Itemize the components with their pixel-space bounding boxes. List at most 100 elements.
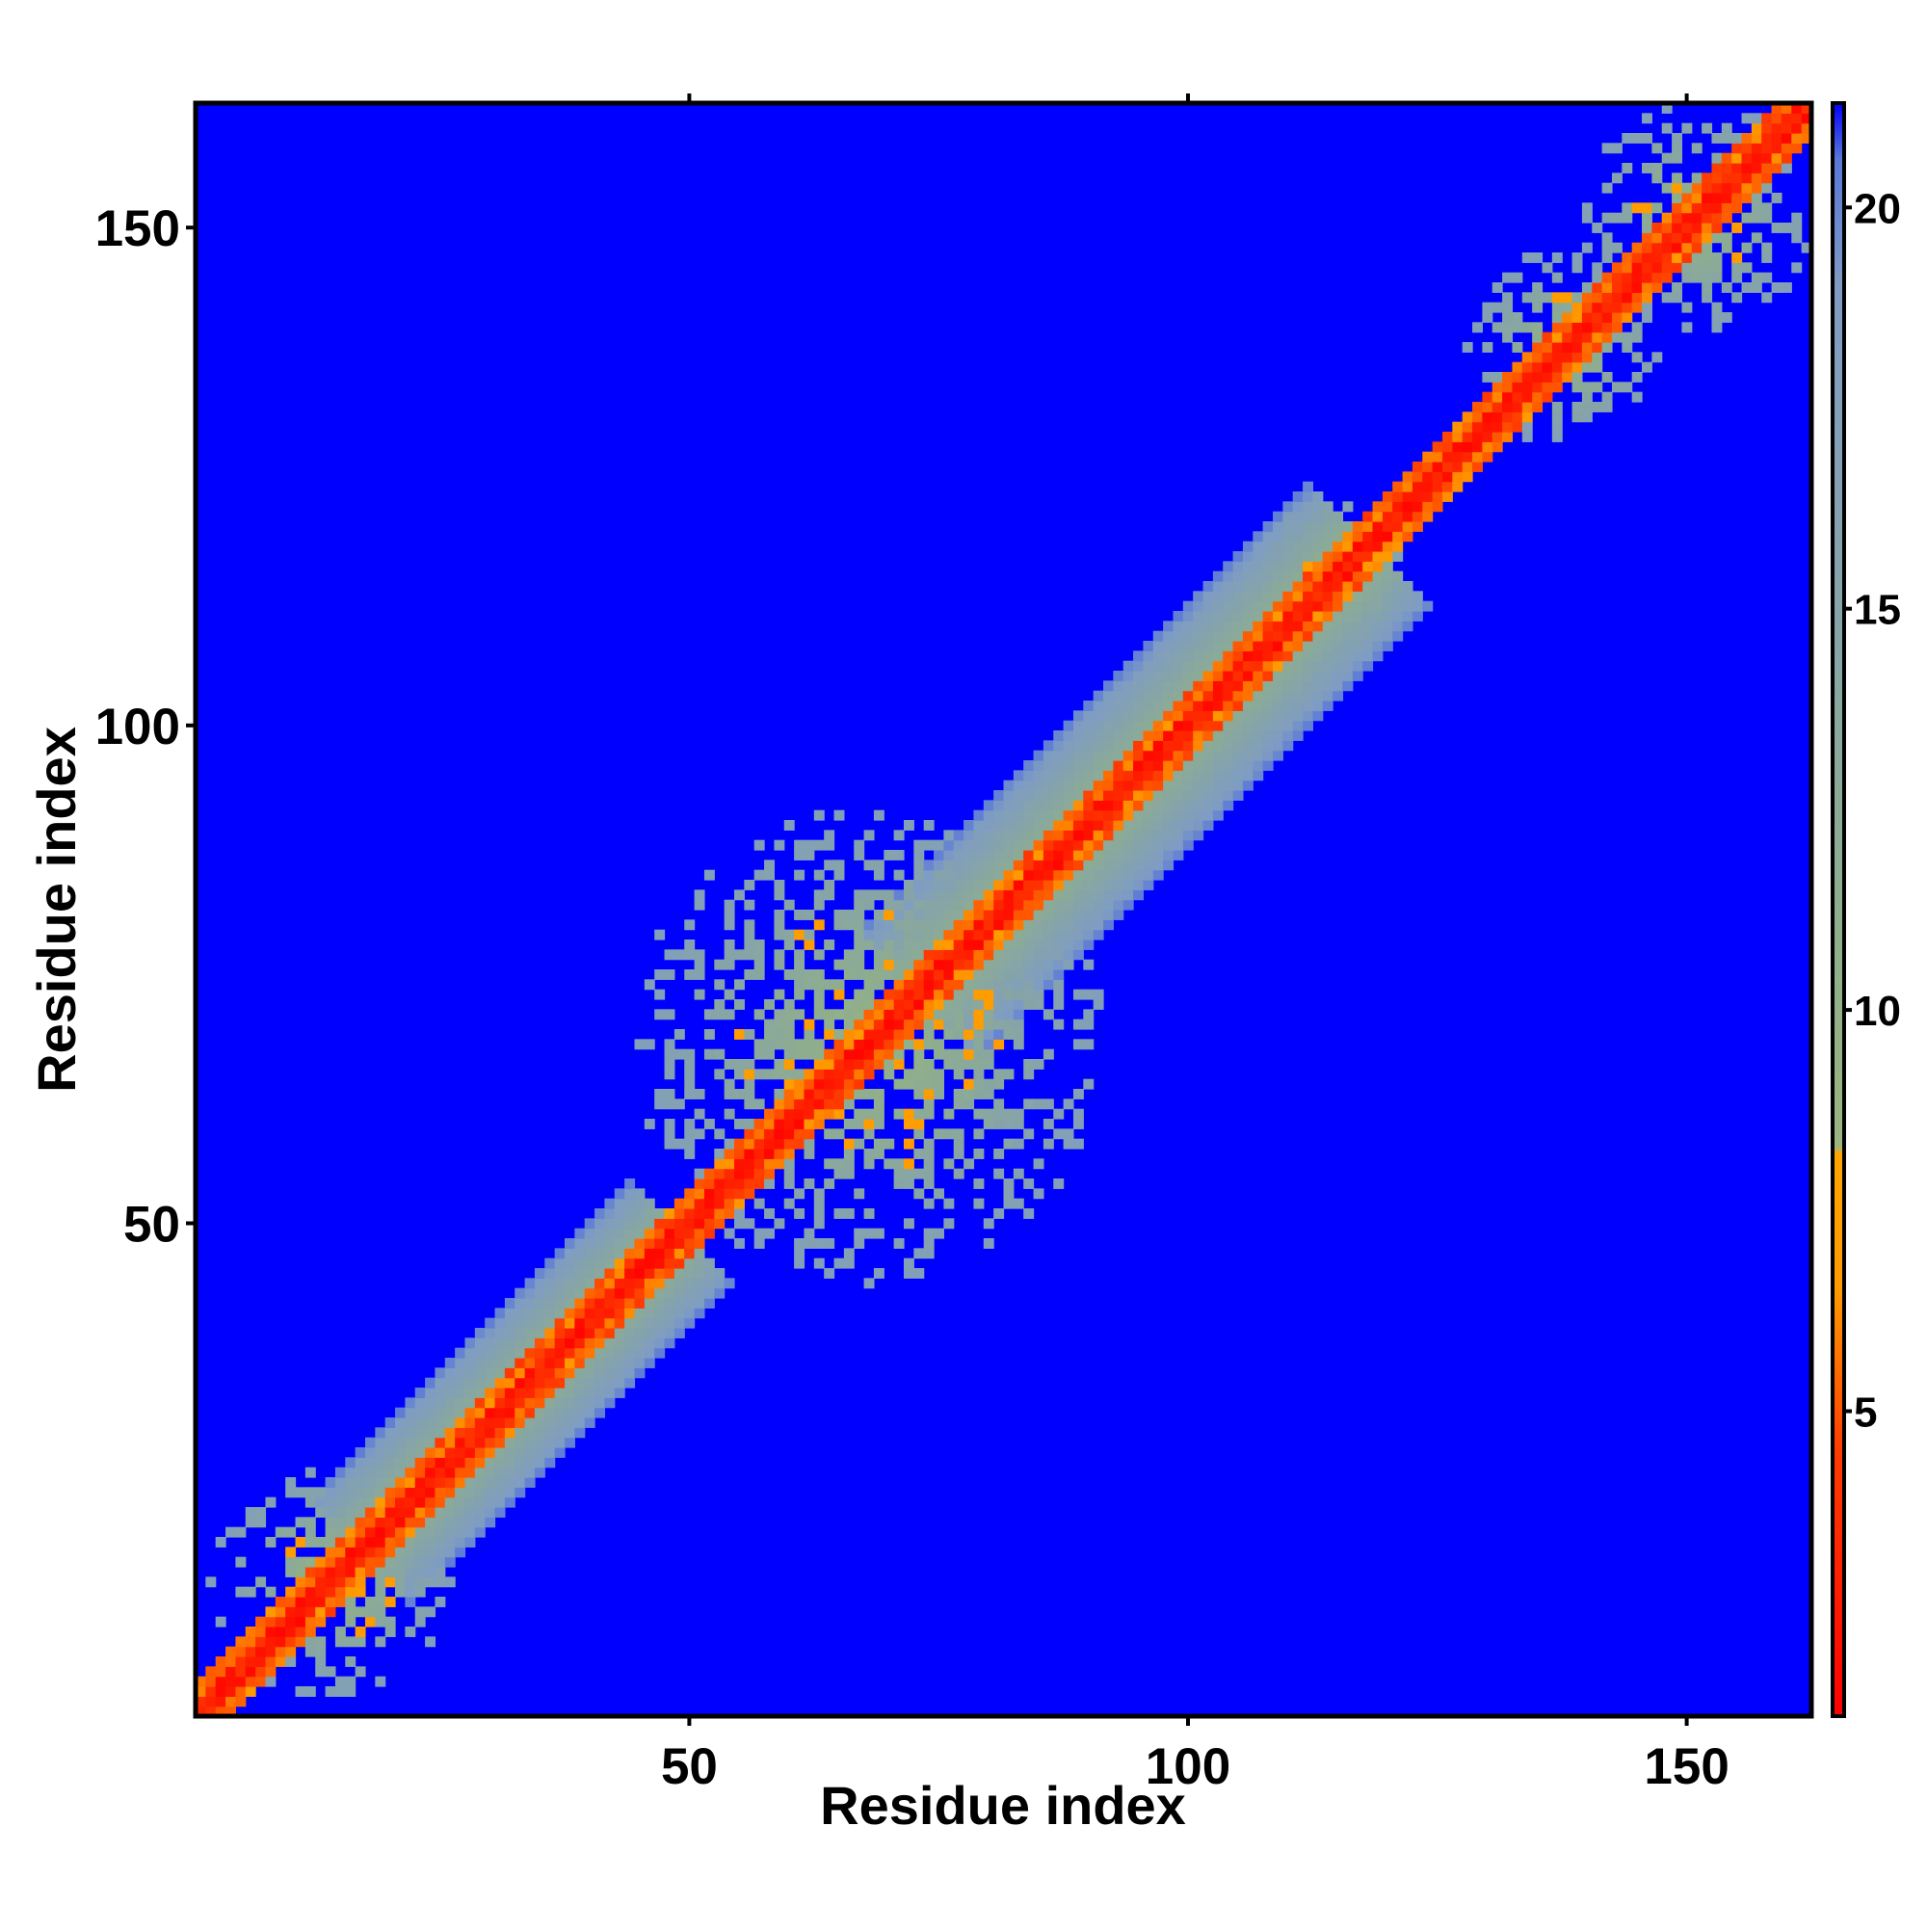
- heatmap-cell: [953, 940, 964, 950]
- heatmap-cell: [524, 1337, 536, 1349]
- heatmap-cell: [554, 1377, 566, 1389]
- heatmap-cell: [873, 860, 884, 871]
- heatmap-cell: [1462, 451, 1473, 463]
- heatmap-cell: [1163, 750, 1175, 761]
- heatmap-cell: [1253, 690, 1264, 701]
- heatmap-cell: [1521, 292, 1533, 304]
- heatmap-cell: [345, 1487, 356, 1498]
- heatmap-cell: [345, 1597, 356, 1607]
- heatmap-cell: [255, 1666, 267, 1678]
- heatmap-cell: [515, 1447, 526, 1458]
- heatmap-cell: [934, 1019, 944, 1030]
- heatmap-cell: [334, 1507, 346, 1518]
- heatmap-cell: [1462, 411, 1473, 423]
- heatmap-cell: [1303, 690, 1314, 701]
- heatmap-cell: [863, 889, 875, 901]
- heatmap-cell: [664, 969, 675, 980]
- heatmap-cell: [614, 1308, 625, 1319]
- heatmap-cell: [664, 1238, 675, 1249]
- heatmap-cell: [1282, 701, 1294, 711]
- heatmap-cell: [884, 1158, 895, 1170]
- heatmap-cell: [1462, 471, 1473, 483]
- heatmap-cell: [584, 1238, 595, 1249]
- heatmap-cell: [1103, 780, 1114, 791]
- heatmap-cell: [913, 1069, 925, 1080]
- heatmap-cell: [664, 1138, 675, 1150]
- heatmap-cell: [255, 1507, 267, 1518]
- heatmap-cell: [1253, 671, 1264, 681]
- heatmap-cell: [1202, 710, 1214, 722]
- heatmap-cell: [1053, 839, 1065, 851]
- heatmap-cell: [1262, 591, 1274, 602]
- heatmap-cell: [485, 1496, 496, 1508]
- heatmap-cell: [1083, 701, 1095, 711]
- heatmap-cell: [964, 820, 975, 831]
- heatmap-cell: [993, 969, 1005, 980]
- heatmap-cell: [873, 999, 884, 1010]
- heatmap-cell: [574, 1317, 586, 1329]
- heatmap-cell: [1083, 809, 1095, 821]
- heatmap-cell: [1262, 570, 1274, 582]
- heatmap-cell: [903, 949, 914, 961]
- heatmap-cell: [1292, 521, 1304, 532]
- heatmap-cell: [1581, 361, 1593, 373]
- heatmap-cell: [703, 1257, 715, 1269]
- heatmap-cell: [1033, 830, 1044, 841]
- heatmap-cell: [824, 1029, 835, 1040]
- heatmap-cell: [1223, 780, 1234, 791]
- heatmap-cell: [1611, 382, 1623, 393]
- heatmap-cell: [964, 919, 975, 931]
- heatmap-cell: [425, 1556, 436, 1568]
- heatmap-cell: [1113, 780, 1124, 791]
- heatmap-cell: [804, 1019, 815, 1030]
- heatmap-cell: [833, 860, 845, 871]
- heatmap-cell: [1122, 860, 1134, 871]
- heatmap-cell: [1033, 780, 1044, 791]
- heatmap-cell: [1093, 929, 1104, 940]
- heatmap-cell: [774, 1138, 785, 1150]
- heatmap-cell: [565, 1308, 575, 1319]
- heatmap-cell: [1521, 421, 1533, 433]
- heatmap-cell: [604, 1228, 616, 1239]
- heatmap-cell: [993, 1009, 1005, 1020]
- heatmap-cell: [913, 969, 925, 980]
- heatmap-cell: [1702, 223, 1713, 233]
- heatmap-cell: [734, 1168, 745, 1179]
- heatmap-cell: [1372, 621, 1384, 632]
- heatmap-cell: [1631, 133, 1643, 144]
- heatmap-cell: [1063, 949, 1074, 961]
- heatmap-cell: [1611, 282, 1623, 293]
- heatmap-cell: [1053, 800, 1065, 811]
- heatmap-cell: [364, 1537, 376, 1548]
- heatmap-cell: [1242, 680, 1254, 692]
- heatmap-cell: [1512, 372, 1523, 383]
- heatmap-cell: [1303, 491, 1314, 502]
- heatmap-cell: [1182, 820, 1194, 831]
- heatmap-cell: [534, 1298, 545, 1309]
- heatmap-cell: [1152, 730, 1164, 741]
- heatmap-cell: [1163, 730, 1175, 741]
- heatmap-cell: [934, 899, 944, 911]
- heatmap-cell: [913, 1119, 925, 1129]
- heatmap-cell: [854, 1089, 865, 1099]
- heatmap-cell: [1611, 272, 1623, 283]
- heatmap-cell: [1053, 1019, 1065, 1030]
- heatmap-cell: [724, 959, 735, 970]
- heatmap-cell: [953, 989, 964, 1000]
- heatmap-cell: [285, 1567, 297, 1577]
- heatmap-cell: [964, 1009, 975, 1020]
- heatmap-cell: [1083, 839, 1095, 851]
- heatmap-cell: [1322, 600, 1333, 612]
- heatmap-cell: [1013, 820, 1024, 831]
- heatmap-cell: [334, 1556, 346, 1568]
- heatmap-cell: [1402, 521, 1413, 532]
- heatmap-cell: [1193, 800, 1204, 811]
- heatmap-cell: [1581, 331, 1593, 343]
- heatmap-cell: [604, 1388, 616, 1398]
- heatmap-cell: [1093, 710, 1104, 722]
- heatmap-cell: [973, 1128, 985, 1140]
- heatmap-cell: [1033, 999, 1044, 1010]
- heatmap-cell: [923, 820, 935, 831]
- heatmap-cell: [724, 1158, 735, 1170]
- heatmap-cell: [1751, 202, 1762, 214]
